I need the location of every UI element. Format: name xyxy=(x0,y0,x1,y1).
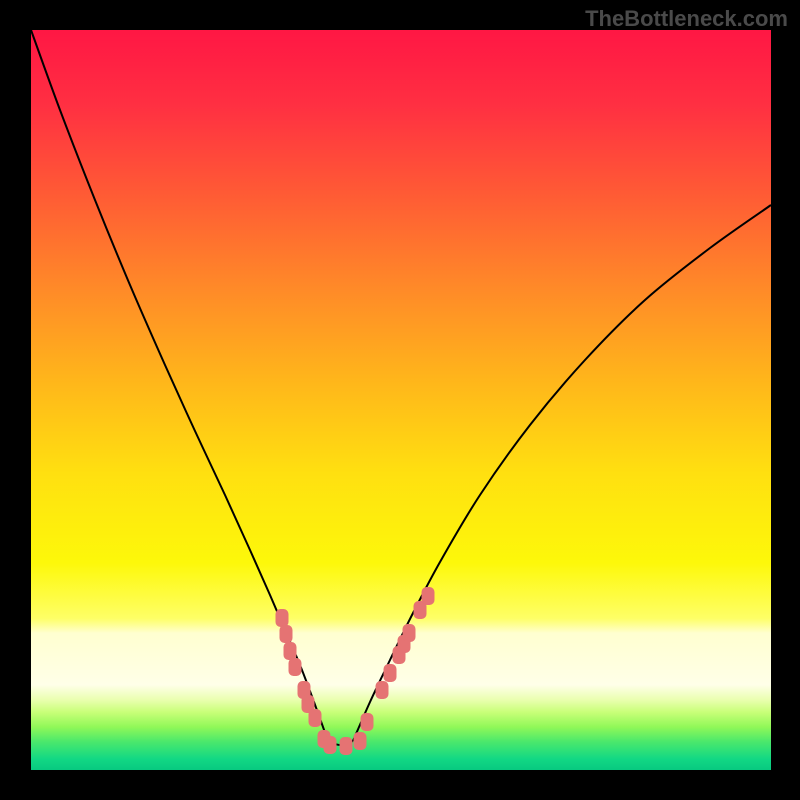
curve-marker xyxy=(340,737,353,755)
curve-marker xyxy=(324,736,337,754)
curve-marker xyxy=(289,658,302,676)
curve-marker xyxy=(361,713,374,731)
curve-marker xyxy=(309,709,322,727)
curve-marker xyxy=(403,624,416,642)
curve-marker xyxy=(384,664,397,682)
watermark-text: TheBottleneck.com xyxy=(585,6,788,32)
curve-marker xyxy=(422,587,435,605)
curve-marker xyxy=(284,642,297,660)
curve-marker xyxy=(280,625,293,643)
chart-svg xyxy=(0,0,800,800)
curve-marker xyxy=(276,609,289,627)
curve-marker xyxy=(376,681,389,699)
curve-marker xyxy=(354,732,367,750)
